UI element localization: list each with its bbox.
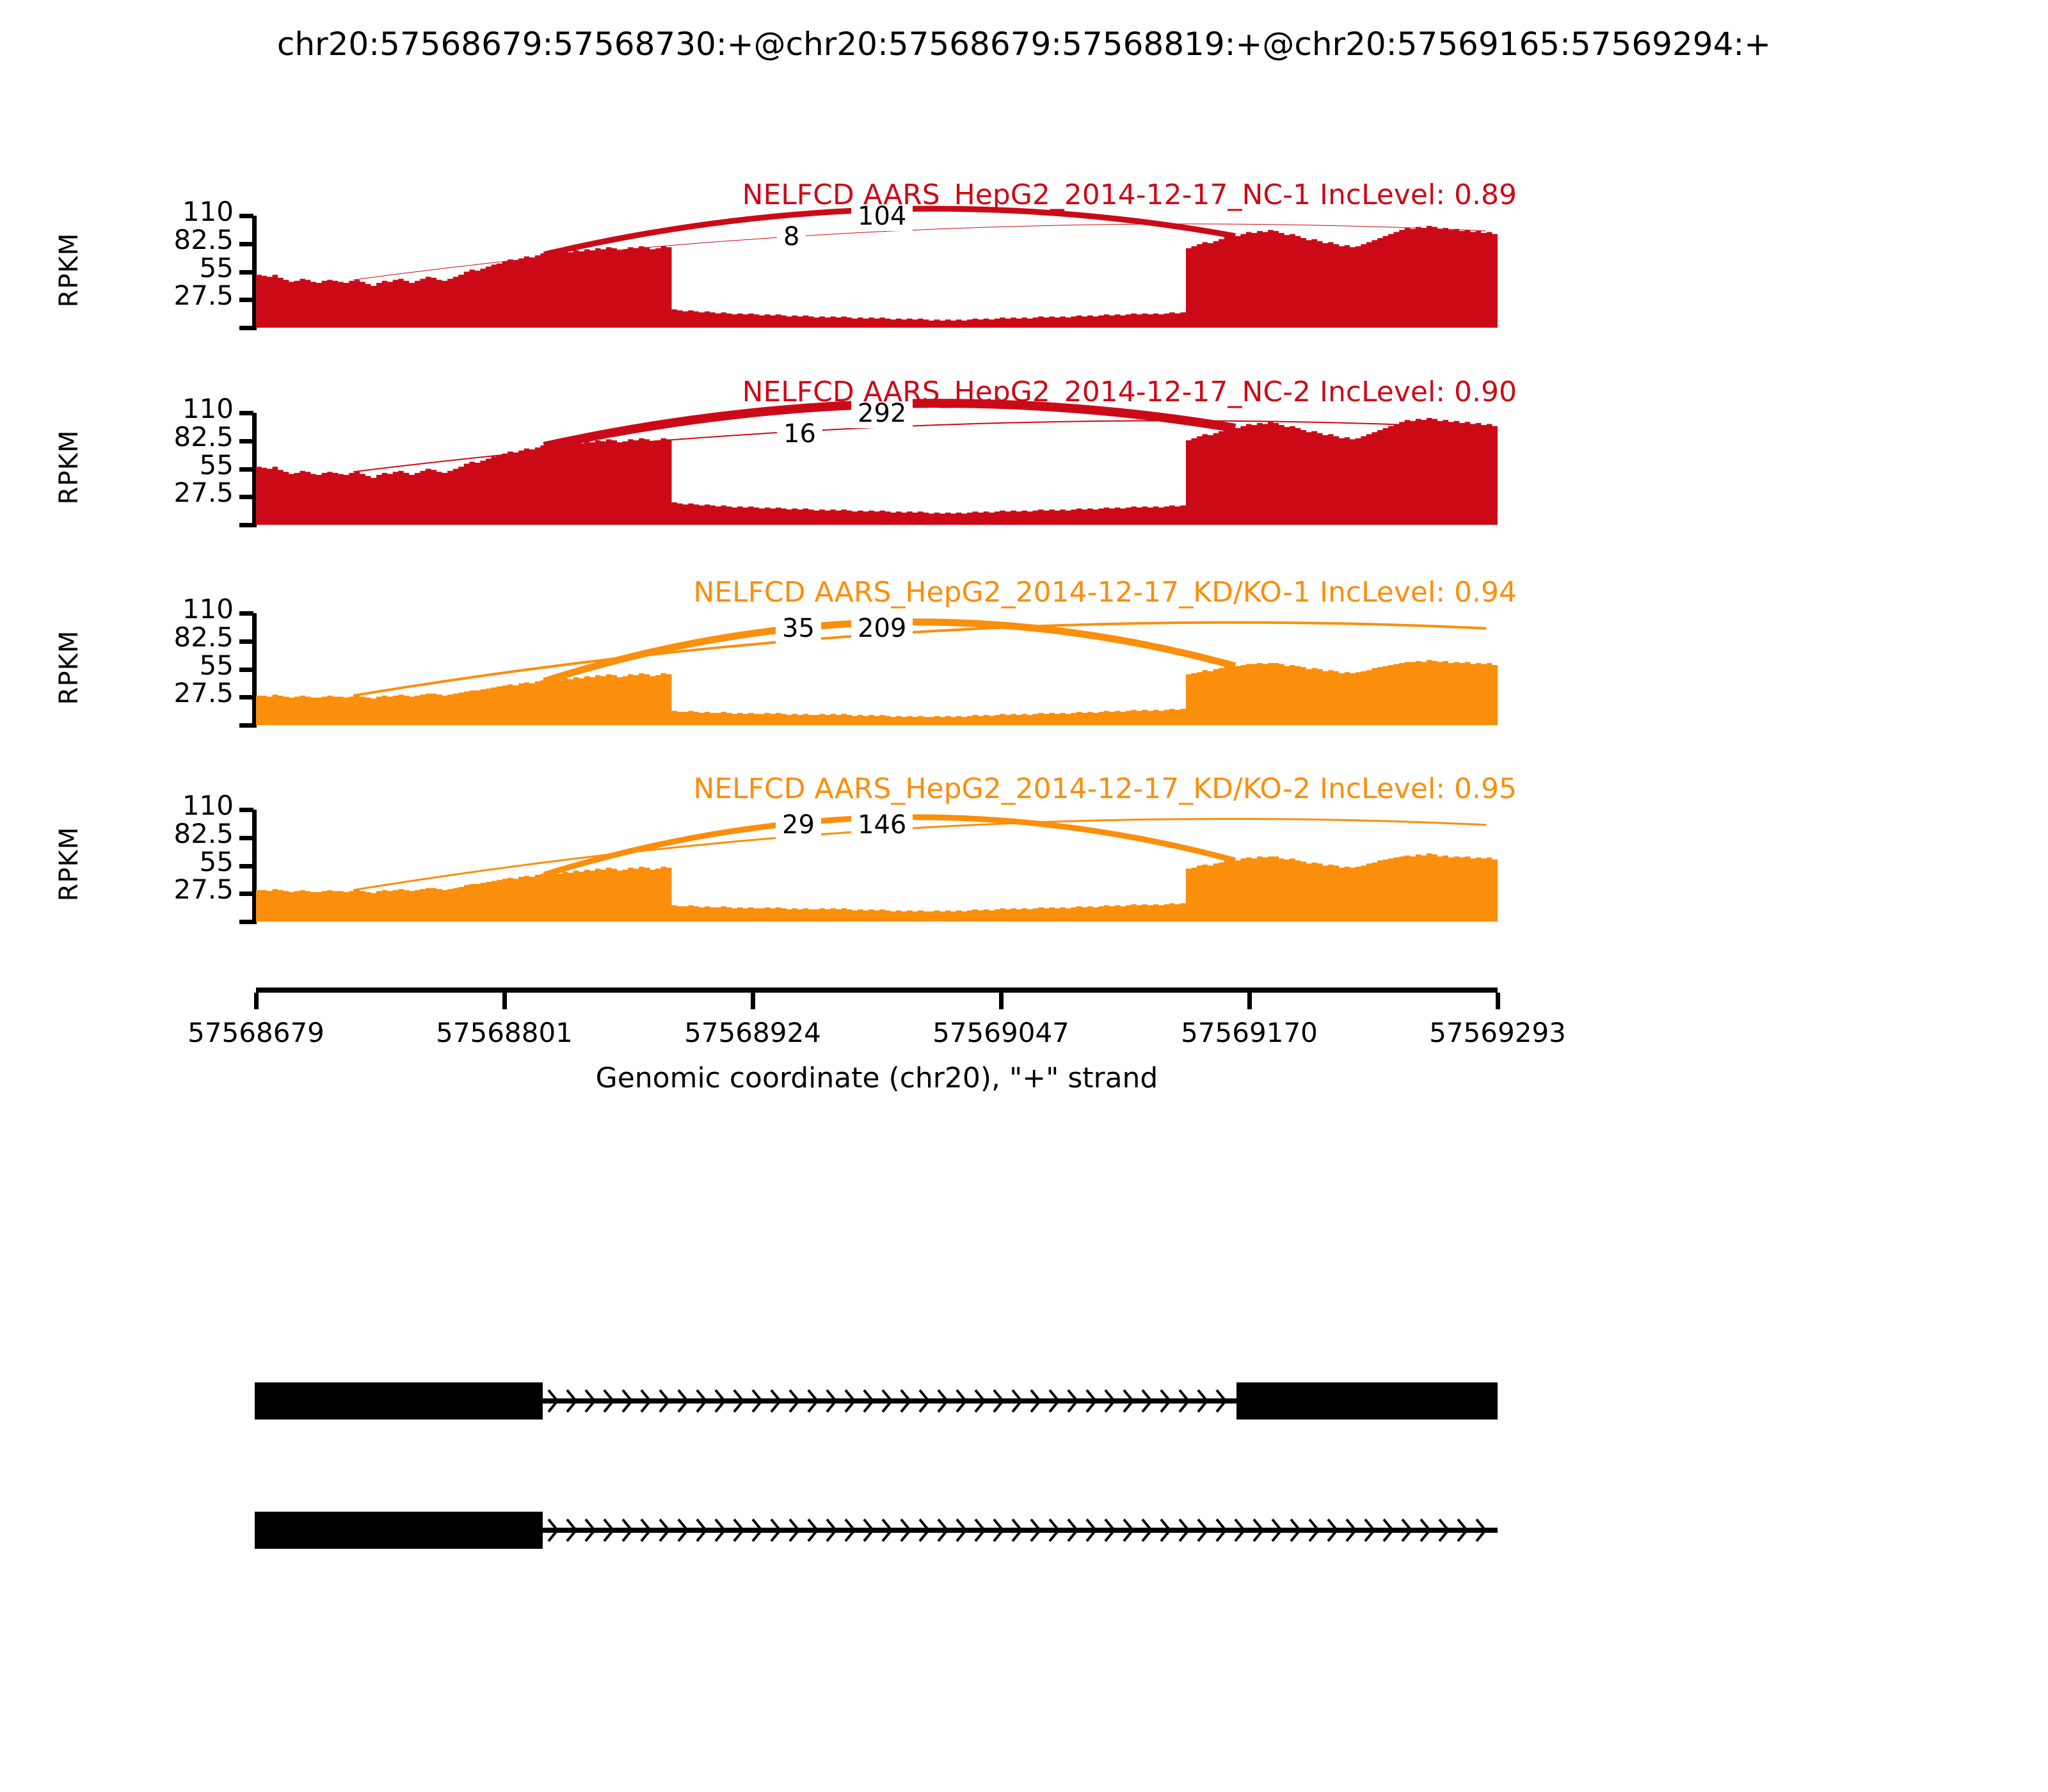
x-axis-tick-label: 57568924 (684, 1017, 821, 1048)
y-axis-tick-label: 110 (182, 790, 234, 821)
exon-block (255, 1382, 543, 1420)
junction-arc-skipping (353, 420, 1487, 473)
y-axis-label: RPKM (54, 630, 84, 705)
y-axis-tick (239, 269, 253, 275)
panel-title: NELFCD AARS_HepG2_2014-12-17_KD/KO-1 Inc… (693, 576, 1517, 609)
coverage-area (256, 853, 1498, 922)
coverage-area (256, 225, 1498, 328)
y-axis-tick-label: 110 (182, 196, 234, 227)
y-axis-tick (239, 808, 253, 812)
intron-line (543, 1398, 1236, 1404)
y-axis-baseline-cap (239, 920, 253, 924)
y-axis-tick (239, 241, 253, 246)
y-axis-baseline-cap (239, 523, 253, 527)
y-axis-tick-label: 27.5 (173, 874, 234, 906)
junction-arc-skipping (353, 621, 1487, 697)
y-axis-tick (239, 411, 253, 415)
y-axis-tick-label: 27.5 (173, 677, 234, 709)
junction-count-skipping: 29 (776, 810, 821, 840)
y-axis-tick-label: 55 (199, 649, 234, 681)
y-axis-spine (252, 613, 257, 728)
junction-count-inclusion: 104 (851, 202, 913, 231)
panel-kd-2: 110 82.5 55 27.5 RPKM 29 146 NELFCD AARS_HepG2_… (0, 0, 2048, 924)
panel-title: NELFCD AARS_HepG2_2014-12-17_KD/KO-2 Inc… (693, 772, 1517, 805)
y-axis-tick-label: 82.5 (173, 420, 234, 452)
x-axis-spine (256, 988, 1498, 993)
y-axis-tick (239, 214, 253, 218)
exon-block (255, 1512, 543, 1549)
y-axis-tick-label: 27.5 (173, 280, 234, 312)
y-axis-tick (239, 438, 253, 444)
x-axis-tick-label: 57569047 (932, 1017, 1069, 1048)
x-axis-tick (254, 993, 259, 1009)
y-axis-tick (239, 611, 253, 616)
x-axis-tick-label: 57569170 (1181, 1017, 1318, 1048)
intron-line (543, 1528, 1498, 1533)
y-axis-tick-label: 110 (182, 593, 234, 625)
y-axis-tick-label: 55 (199, 252, 234, 284)
x-axis-tick (1496, 993, 1500, 1009)
y-axis-tick-label: 110 (182, 393, 234, 424)
y-axis-tick (239, 467, 253, 472)
junction-count-skipping: 8 (777, 222, 806, 252)
x-axis-tick-label: 57569293 (1429, 1017, 1566, 1048)
y-axis-baseline-cap (239, 723, 253, 728)
y-axis-baseline-cap (239, 326, 253, 330)
y-axis-tick-label: 55 (199, 845, 234, 877)
x-axis-tick (999, 993, 1004, 1009)
panel-title: NELFCD AARS_HepG2_2014-12-17_NC-1 IncLev… (742, 179, 1517, 211)
x-axis-tick (1247, 993, 1252, 1009)
y-axis-tick-label: 82.5 (173, 223, 234, 255)
coverage-area (256, 418, 1498, 525)
junction-count-skipping: 35 (776, 614, 821, 643)
x-axis-tick (502, 993, 507, 1009)
x-axis-tick-label: 57568679 (188, 1017, 324, 1048)
y-axis-tick (239, 639, 253, 644)
panel-title: NELFCD AARS_HepG2_2014-12-17_NC-2 IncLev… (742, 376, 1517, 408)
y-axis-tick (239, 695, 253, 700)
junction-arc-skipping (353, 817, 1487, 892)
y-axis-tick-label: 55 (199, 449, 234, 481)
y-axis-tick (239, 863, 253, 868)
y-axis-spine (252, 810, 257, 924)
junction-count-skipping: 16 (777, 419, 822, 449)
junction-count-inclusion: 292 (851, 399, 913, 428)
y-axis-tick (239, 667, 253, 672)
y-axis-label: RPKM (54, 429, 84, 505)
coverage-area (256, 660, 1498, 725)
y-axis-spine (252, 413, 257, 527)
y-axis-tick (239, 298, 253, 303)
y-axis-tick-label: 82.5 (173, 817, 234, 849)
y-axis-label: RPKM (54, 826, 84, 902)
junction-arc-skipping (353, 223, 1487, 280)
page-title: chr20:57568679:57568730:+@chr20:57568679… (276, 26, 1772, 63)
x-axis-tick (751, 993, 755, 1009)
y-axis-label: RPKM (54, 232, 84, 308)
y-axis-tick-label: 27.5 (173, 477, 234, 509)
junction-count-inclusion: 146 (851, 810, 913, 840)
y-axis-tick (239, 835, 253, 840)
y-axis-tick (239, 892, 253, 897)
y-axis-tick-label: 82.5 (173, 621, 234, 653)
y-axis-tick (239, 495, 253, 500)
x-axis-tick-label: 57568801 (436, 1017, 573, 1048)
junction-count-inclusion: 209 (851, 614, 913, 643)
exon-block (1236, 1382, 1498, 1420)
y-axis-spine (252, 216, 257, 330)
x-axis-title: Genomic coordinate (chr20), "+" strand (595, 1062, 1158, 1094)
